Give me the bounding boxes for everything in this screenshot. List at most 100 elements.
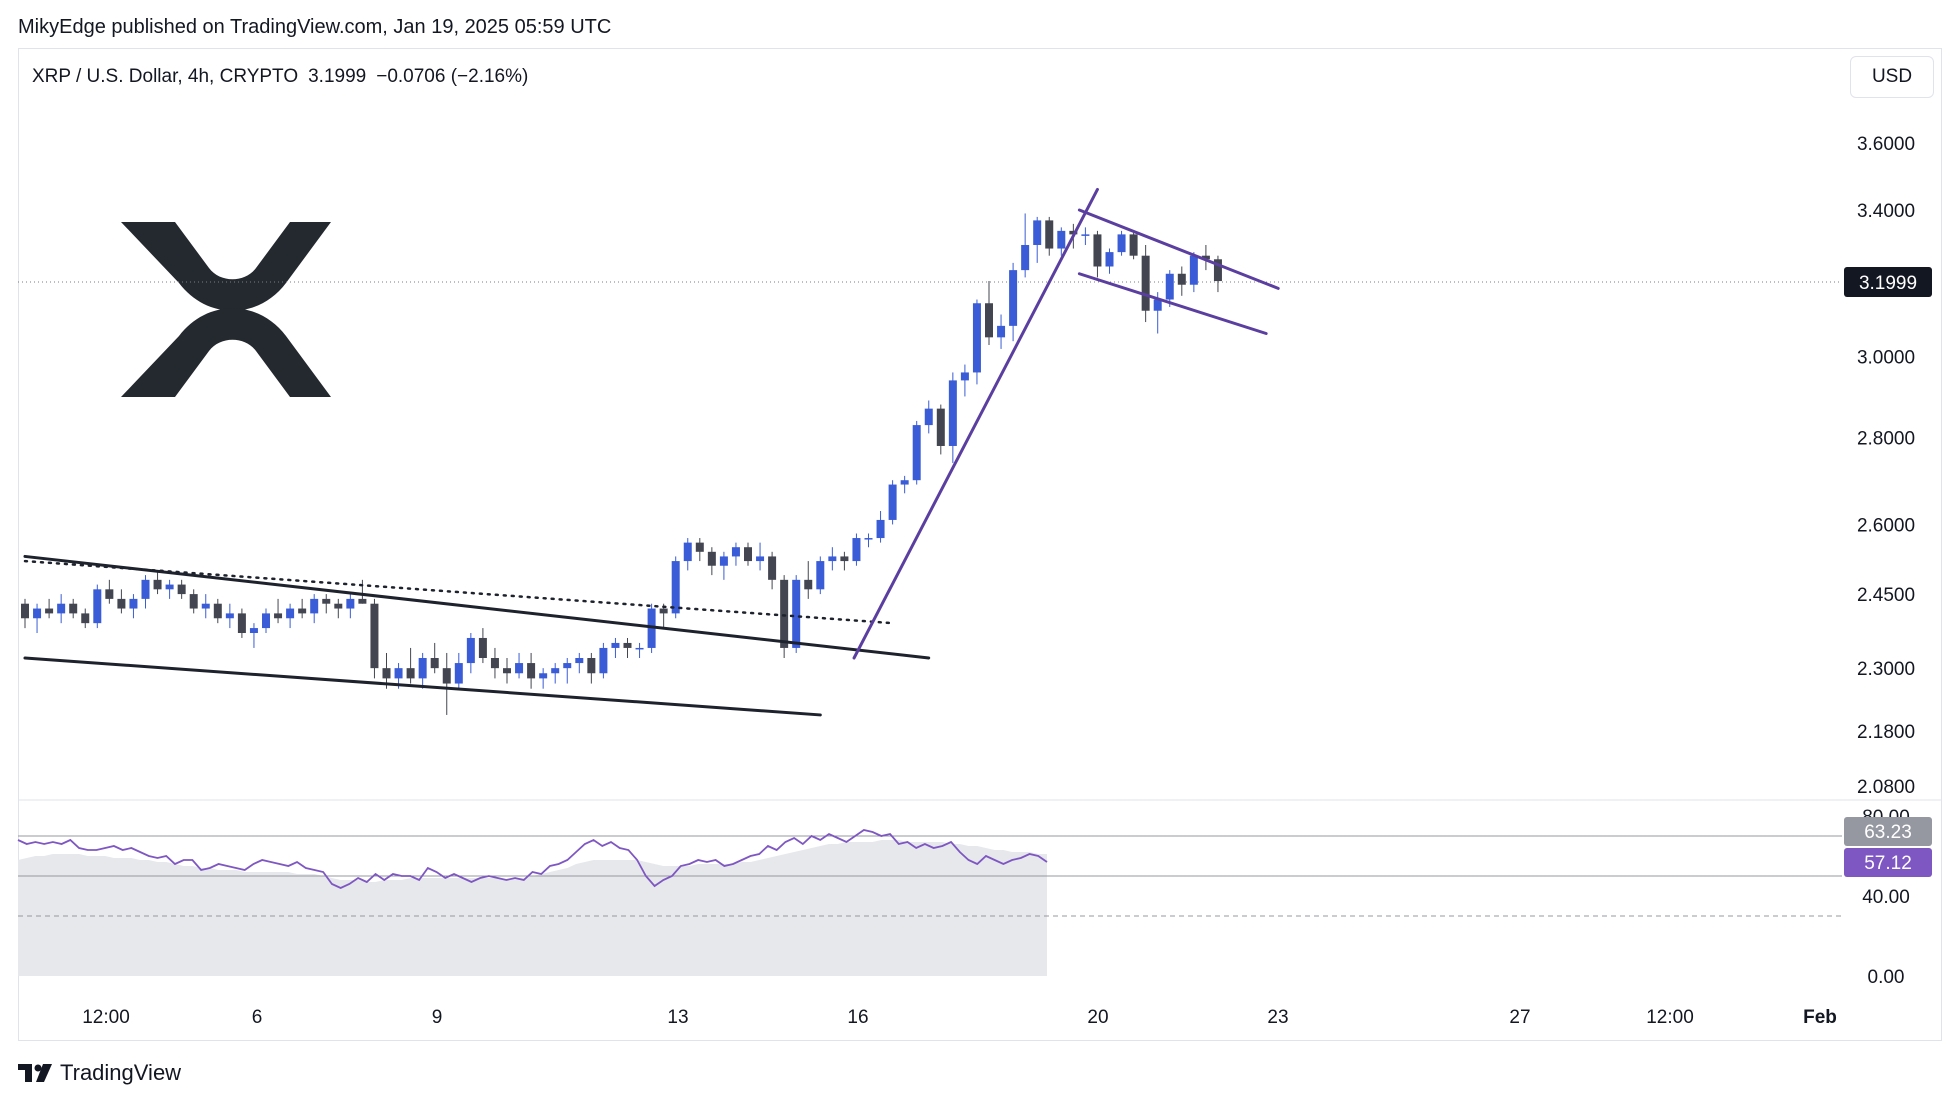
falling-channel-lower-line[interactable] [23,656,822,717]
candle [1213,255,1222,293]
candle [1081,227,1090,245]
last-price-tag-value: 3.1999 [1859,273,1917,294]
time-axis-label: 13 [667,1007,688,1028]
candle [948,372,957,463]
candle [587,652,596,684]
dotted-resistance-line[interactable] [23,559,894,625]
bull-flag-lower-line[interactable] [1077,272,1268,335]
candle [575,652,584,674]
xrp-logo-icon [121,222,331,397]
candle [828,547,837,571]
candle [442,652,451,715]
candle [864,533,873,548]
currency-button[interactable]: USD [1850,56,1934,98]
chart-frame [18,48,1942,1041]
time-axis-label: 20 [1087,1007,1108,1028]
candle [635,642,644,659]
candle [334,598,343,619]
time-axis: 12:00 6 9 13 16 20 23 27 12:00 Feb [82,1007,1837,1028]
candle [985,281,993,346]
price-change: −0.0706 (−2.16%) [376,66,529,87]
candle [876,510,885,543]
candle [201,594,210,619]
rsi-pane [17,829,1842,976]
candle [1117,230,1126,256]
candle [972,299,981,385]
candle [1093,230,1102,278]
rsi-ma-tag-value: 63.23 [1864,822,1912,843]
candles [21,213,1222,715]
rsi-axis-label: 0.00 [1868,967,1905,988]
tradingview-footer[interactable]: TradingView [18,1060,181,1086]
rsi-axis-label: 40.00 [1862,887,1910,908]
publisher-caption: MikyEdge published on TradingView.com, J… [18,16,612,38]
candle [165,579,174,599]
candle [430,642,439,674]
candle [503,658,511,684]
candle [1033,216,1042,263]
candle [93,584,102,629]
price-axis-label: 2.1800 [1857,722,1915,743]
candle [671,556,680,619]
rsi-value-tag: 57.12 [1844,848,1932,877]
candle [274,598,283,624]
candle [1201,244,1210,271]
candle [924,400,933,434]
rsi-line [17,829,1048,889]
price-axis-label: 2.3000 [1857,659,1915,680]
candle [105,579,114,604]
last-price: 3.1999 [308,66,367,87]
candle [683,538,692,571]
candle [298,598,307,619]
candle [177,579,186,599]
candle [1177,266,1186,296]
candle [731,542,740,566]
candle [888,480,897,525]
candle [1165,270,1174,307]
flagpole-line-line[interactable] [852,187,1099,660]
candle [611,637,620,659]
time-axis-label: 23 [1267,1007,1288,1028]
candle [153,570,162,595]
candle [840,551,849,571]
candle [478,628,487,664]
candle [225,603,234,629]
candle [81,608,90,629]
price-axis-label: 3.6000 [1857,134,1915,155]
candle [490,647,499,679]
candle [262,608,270,634]
candle [744,542,752,566]
candle [599,642,608,679]
bull-flag-upper-line[interactable] [1077,208,1280,290]
candle [69,598,78,619]
price-axis-label: 2.8000 [1857,429,1915,450]
time-axis-label: 27 [1509,1007,1530,1028]
price-axis-label: 3.4000 [1857,201,1915,222]
candle [852,533,861,566]
trendlines [23,187,1280,717]
candle [756,542,765,571]
candle [346,594,355,619]
candle [1141,244,1150,323]
tradingview-brand: TradingView [60,1060,182,1085]
time-axis-label: 9 [432,1007,443,1028]
candle [213,598,222,624]
symbol-legend: XRP / U.S. Dollar, 4h, CRYPTO 3.1999 −0.07… [32,66,538,88]
tradingview-logo-icon [18,1064,52,1082]
time-axis-label: 12:00 [82,1007,130,1028]
price-axis-label: 2.0800 [1857,777,1915,798]
rsi-ma-area [18,840,1047,976]
last-price-tag: 3.1999 [1844,267,1932,297]
symbol-name[interactable]: XRP / U.S. Dollar, 4h, CRYPTO [32,66,299,87]
candle [189,589,198,614]
candle [623,637,632,659]
candle [1057,227,1066,256]
candle [936,404,945,455]
rsi-ma-tag: 63.23 [1844,817,1932,846]
time-axis-label: Feb [1803,1007,1837,1028]
candle [1189,252,1198,293]
candle [406,647,415,684]
falling-channel-upper-line[interactable] [23,554,931,660]
candle [454,652,463,689]
